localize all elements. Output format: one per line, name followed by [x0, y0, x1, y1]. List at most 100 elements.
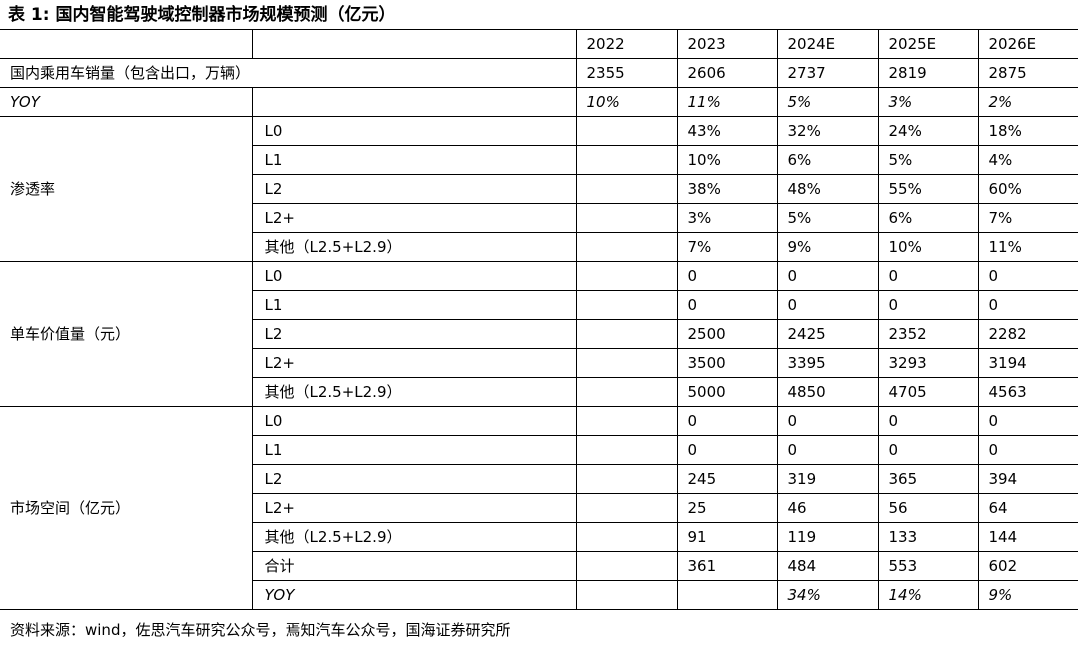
table-cell: 3%: [677, 203, 778, 233]
table-cell: [576, 203, 678, 233]
table-cell: [576, 261, 678, 291]
table-cell: 484: [777, 551, 879, 581]
table-cell: 4%: [978, 145, 1078, 175]
table-cell: 365: [878, 464, 979, 494]
table-cell: 11%: [677, 87, 778, 117]
table-cell: [576, 377, 678, 407]
table-cell: 119: [777, 522, 879, 552]
year-header: 2022: [576, 29, 678, 59]
table-cell: 4850: [777, 377, 879, 407]
year-header: 2024E: [777, 29, 879, 59]
header-blank: [252, 29, 577, 59]
row-label: L2: [252, 174, 577, 204]
row-label: L1: [252, 145, 577, 175]
table-cell: 0: [677, 406, 778, 436]
year-header: 2023: [677, 29, 778, 59]
table-cell: 2606: [677, 58, 778, 88]
table-row: L1 0 0 0 0: [0, 435, 1078, 465]
row-label: L1: [252, 290, 577, 320]
row-label: L2: [252, 319, 577, 349]
row-label: L2+: [252, 493, 577, 523]
table-row: 国内乘用车销量（包含出口，万辆） 2355 2606 2737 2819 287…: [0, 58, 1078, 88]
table-cell: 11%: [978, 232, 1078, 262]
table-cell: 10%: [576, 87, 678, 117]
table-cell: 2%: [978, 87, 1078, 117]
table-cell: 361: [677, 551, 778, 581]
row-label: L2+: [252, 203, 577, 233]
table-cell: 394: [978, 464, 1078, 494]
table-cell: 0: [677, 435, 778, 465]
table-cell: [576, 319, 678, 349]
table-row: YOY 10% 11% 5% 3% 2%: [0, 87, 1078, 117]
table-cell: 0: [878, 406, 979, 436]
year-header: 2026E: [978, 29, 1078, 59]
table-cell: [677, 580, 778, 610]
year-header: 2025E: [878, 29, 979, 59]
row-label: 其他（L2.5+L2.9）: [252, 377, 577, 407]
table-cell: 10%: [677, 145, 778, 175]
table-cell: [576, 290, 678, 320]
table-cell: 34%: [777, 580, 879, 610]
table-cell: 144: [978, 522, 1078, 552]
group-label: 单车价值量（元）: [0, 261, 253, 407]
table-cell: 7%: [978, 203, 1078, 233]
table-cell: 553: [878, 551, 979, 581]
table-cell: 4563: [978, 377, 1078, 407]
table-cell: 7%: [677, 232, 778, 262]
table-cell: 0: [978, 261, 1078, 291]
row-label: L1: [252, 435, 577, 465]
table-cell: [576, 580, 678, 610]
table-cell: 6%: [777, 145, 879, 175]
table-cell: 0: [677, 261, 778, 291]
table-cell: 0: [777, 435, 879, 465]
table-cell: 6%: [878, 203, 979, 233]
table-cell: 3%: [878, 87, 979, 117]
table-cell: 56: [878, 493, 979, 523]
table-cell: 2819: [878, 58, 979, 88]
table-cell: 10%: [878, 232, 979, 262]
table-cell: 0: [878, 435, 979, 465]
table-row: L1 10% 6% 5% 4%: [0, 145, 1078, 175]
table-cell: 0: [878, 261, 979, 291]
table-cell: [576, 551, 678, 581]
table-cell: 91: [677, 522, 778, 552]
row-label: L2: [252, 464, 577, 494]
table-row: 渗透率 L0 43% 32% 24% 18%: [0, 116, 1078, 262]
table-cell: 3395: [777, 348, 879, 378]
group-label: 市场空间（亿元）: [0, 406, 253, 610]
row-label: L0: [252, 261, 577, 291]
table-cell: 0: [777, 290, 879, 320]
table-cell: 48%: [777, 174, 879, 204]
table-cell: 5%: [777, 87, 879, 117]
table-cell: 5%: [878, 145, 979, 175]
table-row: 单车价值量（元） L0 0 0 0 0: [0, 261, 1078, 407]
table-cell: 0: [878, 290, 979, 320]
table-row: 其他（L2.5+L2.9） 91 119 133 144: [0, 522, 1078, 552]
table-cell: 55%: [878, 174, 979, 204]
table-cell: 60%: [978, 174, 1078, 204]
table-cell: [576, 406, 678, 436]
row-label: YOY: [252, 580, 577, 610]
table-cell: [576, 493, 678, 523]
table-cell: 25: [677, 493, 778, 523]
table-row: 市场空间（亿元） L0 0 0 0 0: [0, 406, 1078, 610]
row-label: YOY: [0, 87, 253, 117]
table-cell: 38%: [677, 174, 778, 204]
row-label: L0: [252, 116, 577, 146]
table-cell: 2875: [978, 58, 1078, 88]
table-cell: 2352: [878, 319, 979, 349]
table-cell: 3293: [878, 348, 979, 378]
table-cell: [576, 116, 678, 146]
table-cell: 32%: [777, 116, 879, 146]
table-cell: 64: [978, 493, 1078, 523]
table-cell: 319: [777, 464, 879, 494]
table-cell: [576, 174, 678, 204]
row-label: L2+: [252, 348, 577, 378]
market-forecast-table: 2022 2023 2024E 2025E 2026E 国内乘用车销量（包含出口…: [0, 29, 1078, 610]
table-cell: 2425: [777, 319, 879, 349]
table-cell: 0: [677, 290, 778, 320]
table-title: 表 1: 国内智能驾驶域控制器市场规模预测（亿元）: [8, 5, 396, 25]
row-label: L0: [252, 406, 577, 436]
row-label: 其他（L2.5+L2.9）: [252, 232, 577, 262]
table-cell: [576, 348, 678, 378]
